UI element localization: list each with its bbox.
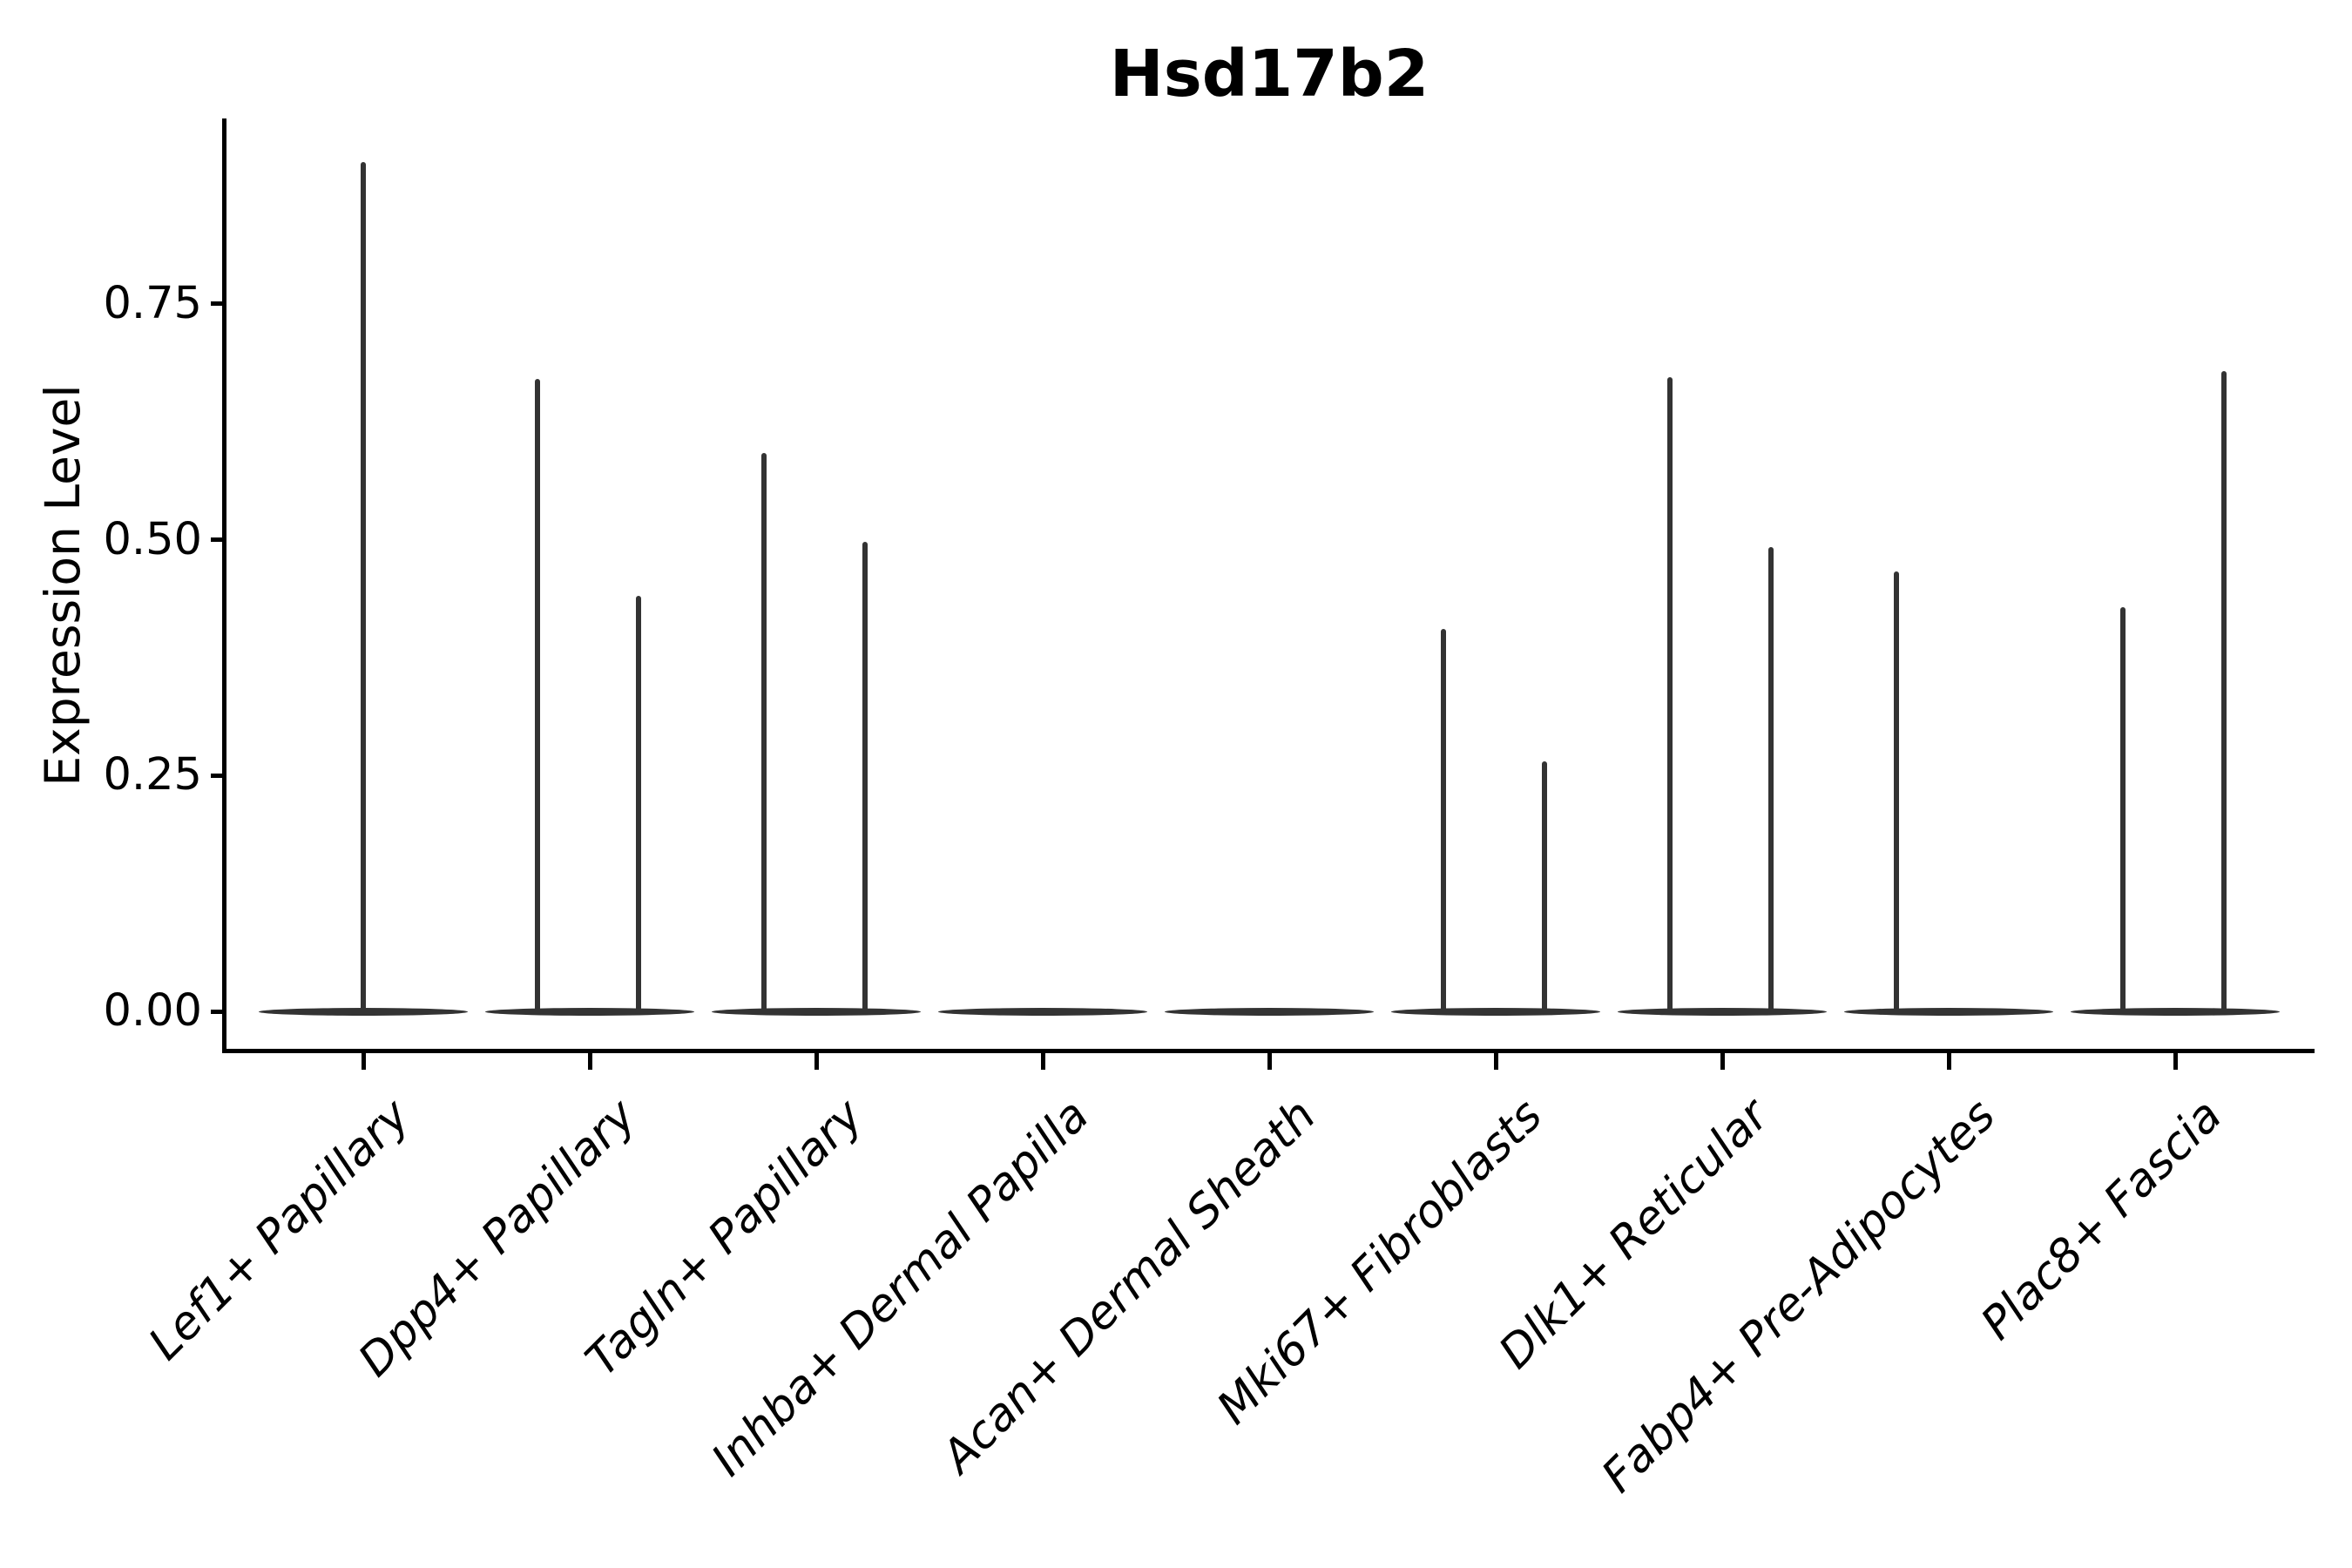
violin-baseline [1165, 1007, 1374, 1016]
violin-baseline [1618, 1007, 1827, 1016]
x-tick-label: Acan+ Dermal Sheath [932, 1089, 1327, 1484]
x-tick-label: Plac8+ Fascia [1970, 1089, 2233, 1350]
x-tick-mark [1267, 1053, 1272, 1070]
violin-spike [1441, 629, 1446, 1014]
violin-spike [2120, 607, 2126, 1014]
y-tick-mark [211, 537, 225, 542]
y-axis-label: Expression Level [35, 384, 91, 787]
y-tick-mark [211, 773, 225, 778]
violin-spike [1667, 377, 1673, 1014]
y-tick-mark [211, 1009, 225, 1014]
x-tick-label: Fabp4+ Pre-Adipocytes [1592, 1089, 2006, 1504]
y-tick-label: 0.50 [103, 513, 202, 565]
x-tick-mark [1720, 1053, 1725, 1070]
y-tick-label: 0.25 [103, 749, 202, 801]
chart-title: Hsd17b2 [1109, 37, 1429, 112]
violin-spike [1894, 571, 1899, 1014]
violin-baseline [712, 1007, 921, 1016]
violin-spike [1542, 761, 1547, 1014]
violin-spike [535, 379, 540, 1014]
violin-spike [2221, 370, 2227, 1014]
x-tick-mark [1493, 1053, 1498, 1070]
violin-baseline [1391, 1007, 1600, 1016]
x-tick-mark [814, 1053, 819, 1070]
y-tick-label: 0.00 [103, 985, 202, 1037]
y-tick-label: 0.75 [103, 277, 202, 329]
violin-spike [862, 541, 868, 1014]
violin-baseline [2071, 1007, 2280, 1016]
violin-spike [761, 452, 767, 1014]
x-axis-spine [222, 1049, 2315, 1053]
x-tick-mark [1040, 1053, 1045, 1070]
x-tick-mark [1946, 1053, 1951, 1070]
y-axis-spine [222, 118, 226, 1053]
violin-baseline [259, 1007, 468, 1016]
violin-baseline [1844, 1007, 2053, 1016]
x-tick-mark [587, 1053, 592, 1070]
violin-baseline [938, 1007, 1147, 1016]
x-tick-label: Inhba+ Dermal Papilla [702, 1089, 1100, 1487]
x-tick-mark [361, 1053, 366, 1070]
violin-spike [1768, 547, 1774, 1014]
violin-baseline [485, 1007, 694, 1016]
y-tick-mark [211, 301, 225, 307]
violin-spike [636, 596, 641, 1014]
x-tick-mark [2173, 1053, 2178, 1070]
violin-spike [361, 162, 366, 1014]
